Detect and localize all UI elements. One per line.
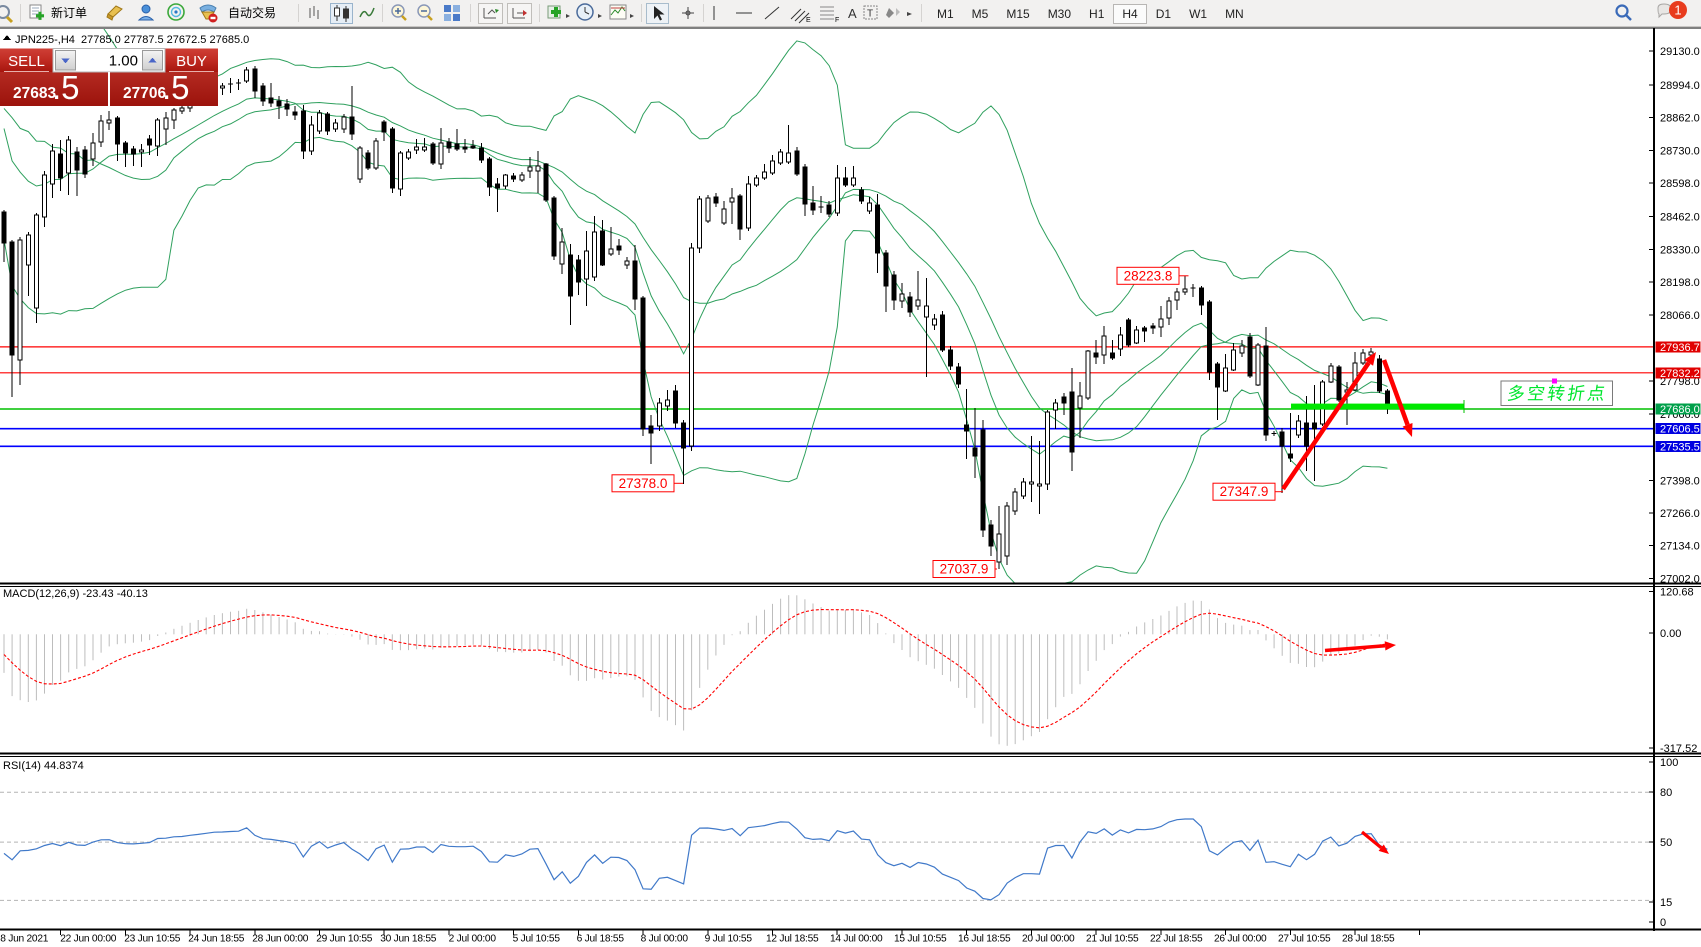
svg-text:28994.0: 28994.0: [1660, 80, 1700, 92]
svg-text:27378.0: 27378.0: [619, 476, 668, 491]
svg-text:27606.5: 27606.5: [1660, 424, 1700, 436]
svg-text:28598.0: 28598.0: [1660, 178, 1700, 190]
svg-text:27398.0: 27398.0: [1660, 475, 1700, 487]
svg-text:24 Jun 18:55: 24 Jun 18:55: [188, 934, 244, 945]
svg-text:27683: 27683: [13, 85, 56, 102]
svg-text:6 Jul 18:55: 6 Jul 18:55: [577, 934, 625, 945]
svg-text:MACD(12,26,9) -23.43 -40.13: MACD(12,26,9) -23.43 -40.13: [3, 588, 148, 600]
svg-text:28198.0: 28198.0: [1660, 277, 1700, 289]
svg-text:15 Jul 10:55: 15 Jul 10:55: [894, 934, 947, 945]
svg-text:27266.0: 27266.0: [1660, 508, 1700, 520]
svg-text:28 Jun 00:00: 28 Jun 00:00: [252, 934, 308, 945]
svg-text:28730.0: 28730.0: [1660, 145, 1700, 157]
svg-text:BUY: BUY: [176, 53, 207, 70]
svg-text:9 Jul 10:55: 9 Jul 10:55: [705, 934, 753, 945]
svg-text:0: 0: [1660, 917, 1666, 929]
svg-text:22 Jul 18:55: 22 Jul 18:55: [1150, 934, 1203, 945]
svg-text:28066.0: 28066.0: [1660, 310, 1700, 322]
svg-text:27347.9: 27347.9: [1220, 484, 1269, 499]
svg-text:21 Jul 10:55: 21 Jul 10:55: [1086, 934, 1139, 945]
svg-text:50: 50: [1660, 837, 1672, 849]
svg-text:8 Jul 00:00: 8 Jul 00:00: [641, 934, 689, 945]
svg-text:E: E: [806, 17, 811, 24]
svg-text:27037.9: 27037.9: [940, 562, 989, 577]
svg-text:JPN225-,H4 27785.0 27787.5 27: JPN225-,H4 27785.0 27787.5 27672.5 27685…: [15, 34, 249, 46]
svg-text:新订单: 新订单: [51, 5, 87, 20]
svg-text:80: 80: [1660, 787, 1672, 799]
svg-text:27832.2: 27832.2: [1660, 368, 1700, 380]
svg-text:A: A: [848, 6, 857, 21]
svg-text:28330.0: 28330.0: [1660, 244, 1700, 256]
svg-text:120.68: 120.68: [1660, 587, 1694, 599]
svg-text:27936.7: 27936.7: [1660, 342, 1700, 354]
svg-text:SELL: SELL: [8, 53, 45, 70]
svg-text:27798.0: 27798.0: [1660, 376, 1700, 388]
svg-text:26 Jul 00:00: 26 Jul 00:00: [1214, 934, 1267, 945]
svg-text:F: F: [835, 17, 839, 24]
svg-text:.5: .5: [162, 69, 190, 106]
svg-text:28862.0: 28862.0: [1660, 113, 1700, 125]
svg-text:-317.52: -317.52: [1660, 743, 1697, 755]
svg-text:RSI(14) 44.8374: RSI(14) 44.8374: [3, 760, 84, 772]
svg-text:27535.5: 27535.5: [1660, 441, 1700, 453]
svg-text:2 Jul 00:00: 2 Jul 00:00: [449, 934, 497, 945]
svg-text:28 Jul 18:55: 28 Jul 18:55: [1342, 934, 1395, 945]
svg-text:1: 1: [1674, 3, 1681, 18]
svg-text:0.00: 0.00: [1660, 628, 1681, 640]
svg-text:14 Jul 00:00: 14 Jul 00:00: [830, 934, 883, 945]
svg-text:.5: .5: [52, 69, 80, 106]
svg-text:8 Jun 2021: 8 Jun 2021: [0, 934, 48, 945]
svg-text:1.00: 1.00: [109, 53, 138, 70]
svg-text:27134.0: 27134.0: [1660, 541, 1700, 553]
svg-text:28462.0: 28462.0: [1660, 212, 1700, 224]
svg-text:29130.0: 29130.0: [1660, 46, 1700, 58]
svg-text:T: T: [867, 9, 873, 20]
svg-text:20 Jul 00:00: 20 Jul 00:00: [1022, 934, 1075, 945]
svg-text:22 Jun 00:00: 22 Jun 00:00: [60, 934, 116, 945]
svg-text:27 Jul 10:55: 27 Jul 10:55: [1278, 934, 1331, 945]
svg-text:27002.0: 27002.0: [1660, 574, 1700, 586]
svg-text:29 Jun 10:55: 29 Jun 10:55: [316, 934, 372, 945]
svg-text:100: 100: [1660, 757, 1678, 769]
svg-text:12 Jul 18:55: 12 Jul 18:55: [766, 934, 819, 945]
svg-text:15: 15: [1660, 897, 1672, 909]
svg-text:23 Jun 10:55: 23 Jun 10:55: [124, 934, 180, 945]
svg-text:27706: 27706: [123, 85, 166, 102]
svg-text:27686.0: 27686.0: [1660, 404, 1700, 416]
svg-text:5 Jul 10:55: 5 Jul 10:55: [513, 934, 561, 945]
svg-text:多空转折点: 多空转折点: [1506, 384, 1609, 404]
svg-text:30 Jun 18:55: 30 Jun 18:55: [380, 934, 436, 945]
svg-text:16 Jul 18:55: 16 Jul 18:55: [958, 934, 1011, 945]
svg-text:28223.8: 28223.8: [1124, 268, 1173, 283]
svg-text:自动交易: 自动交易: [228, 5, 276, 20]
